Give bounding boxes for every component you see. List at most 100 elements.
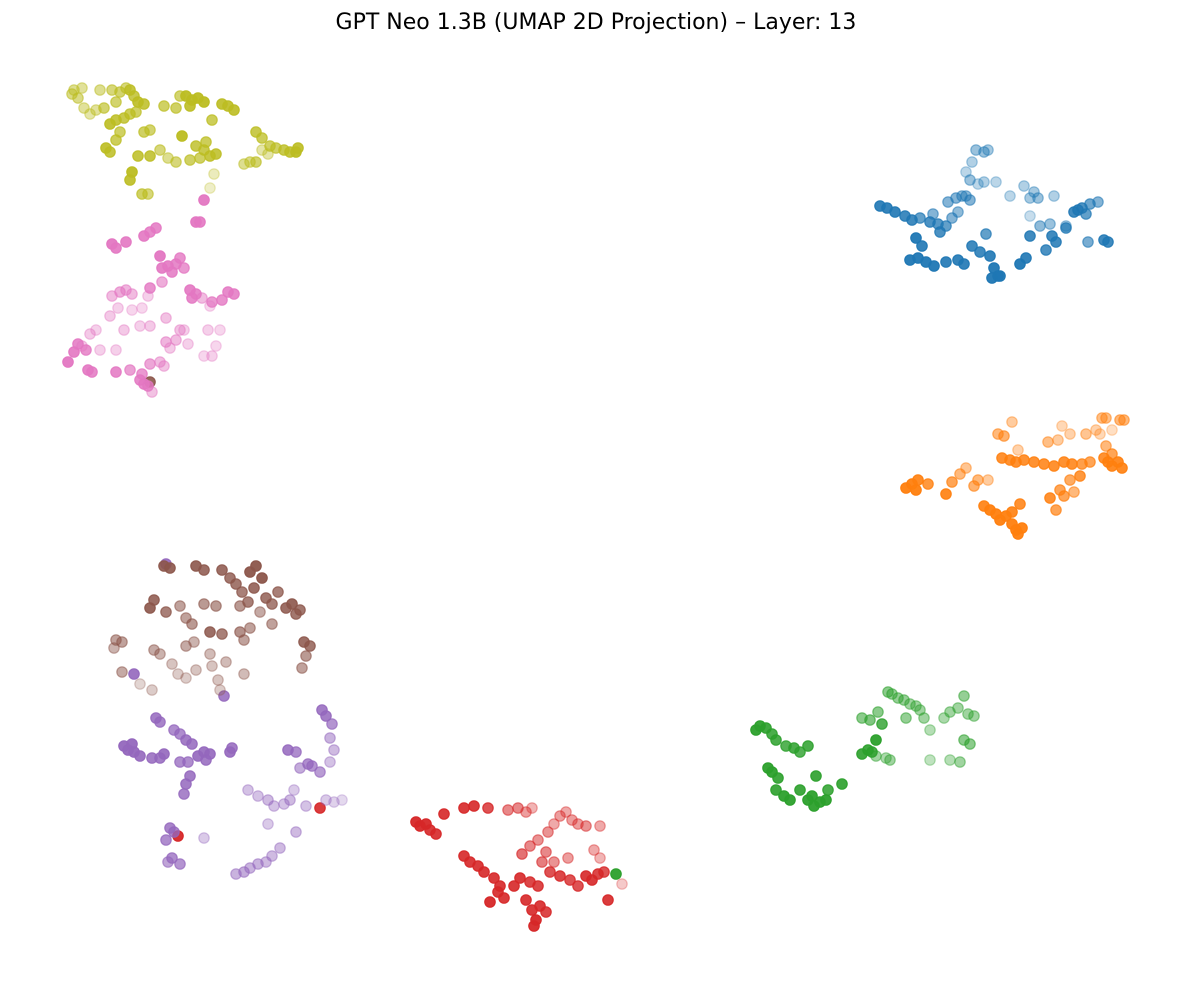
scatter-point (966, 156, 978, 168)
scatter-point (1006, 416, 1018, 428)
scatter-point (1012, 444, 1024, 456)
scatter-point (964, 174, 976, 186)
scatter-point (1068, 486, 1080, 498)
scatter-point (836, 778, 848, 790)
scatter-point (328, 796, 340, 808)
scatter-point (212, 674, 224, 686)
scatter-point (1040, 244, 1052, 256)
scatter-point (314, 802, 326, 814)
scatter-point (210, 600, 222, 612)
scatter-point (198, 96, 210, 108)
scatter-point (1048, 190, 1060, 202)
scatter-point (944, 754, 956, 766)
scatter-point (218, 690, 230, 702)
scatter-point (856, 712, 868, 724)
scatter-point (290, 826, 302, 838)
scatter-point (130, 106, 142, 118)
scatter-point (112, 302, 124, 314)
scatter-point (572, 880, 584, 892)
scatter-point (162, 152, 174, 164)
scatter-point (520, 806, 532, 818)
chart-title: GPT Neo 1.3B (UMAP 2D Projection) – Laye… (335, 10, 857, 35)
scatter-point (927, 208, 939, 220)
scatter-point (502, 804, 514, 816)
scatter-point (294, 762, 306, 774)
scatter-point (1074, 470, 1086, 482)
scatter-point (274, 842, 286, 854)
scatter-series-6 (62, 194, 240, 398)
scatter-point (62, 356, 74, 368)
scatter-point (320, 794, 332, 806)
scatter-point (150, 222, 162, 234)
scatter-point (206, 660, 218, 672)
scatter-point (324, 732, 336, 744)
scatter-point (216, 564, 228, 576)
scatter-point (178, 262, 190, 274)
scatter-point (1056, 420, 1068, 432)
scatter-point (1024, 230, 1036, 242)
scatter-point (286, 598, 298, 610)
scatter-point (922, 478, 934, 490)
scatter-point (238, 634, 250, 646)
scatter-point (234, 600, 246, 612)
scatter-point (200, 136, 212, 148)
scatter-point (174, 90, 186, 102)
scatter-point (216, 628, 228, 640)
scatter-point (1060, 222, 1072, 234)
scatter-point (548, 856, 560, 868)
scatter-point (296, 662, 308, 674)
scatter-point (336, 794, 348, 806)
scatter-point (290, 746, 302, 758)
scatter-point (810, 770, 822, 782)
scatter-point (772, 772, 784, 784)
scatter-point (164, 342, 176, 354)
scatter-point (134, 320, 146, 332)
scatter-series-7 (66, 82, 304, 200)
scatter-point (144, 282, 156, 294)
scatter-point (262, 818, 274, 830)
scatter-point (194, 216, 206, 228)
scatter-point (794, 746, 806, 758)
scatter-point (190, 664, 202, 676)
scatter-point (170, 102, 182, 114)
scatter-point (136, 368, 148, 380)
scatter-point (206, 350, 218, 362)
scatter-point (194, 152, 206, 164)
scatter-point (110, 242, 122, 254)
scatter-series-4 (118, 558, 348, 880)
scatter-point (230, 868, 242, 880)
scatter-point (934, 226, 946, 238)
scatter-point (134, 750, 146, 762)
scatter-point (958, 690, 970, 702)
scatter-point (958, 258, 970, 270)
scatter-point (872, 706, 884, 718)
scatter-point (204, 182, 216, 194)
scatter-point (272, 586, 284, 598)
scatter-point (184, 100, 196, 112)
scatter-point (982, 144, 994, 156)
scatter-point (174, 600, 186, 612)
scatter-point (126, 288, 138, 300)
scatter-point (180, 672, 192, 684)
scatter-series-1 (900, 412, 1130, 540)
scatter-point (94, 344, 106, 356)
scatter-point (536, 856, 548, 868)
scatter-point (198, 598, 210, 610)
scatter-point (954, 756, 966, 768)
scatter-point (262, 794, 274, 806)
scatter-point (114, 126, 126, 138)
scatter-point (126, 304, 138, 316)
scatter-point (162, 856, 174, 868)
scatter-point (1028, 186, 1040, 198)
scatter-point (144, 320, 156, 332)
scatter-point (482, 802, 494, 814)
scatter-point (76, 340, 88, 352)
scatter-point (208, 168, 220, 180)
scatter-point (148, 644, 160, 656)
scatter-point (182, 338, 194, 350)
scatter-point (254, 606, 266, 618)
scatter-point (142, 290, 154, 302)
scatter-point (110, 344, 122, 356)
scatter-point (1092, 196, 1104, 208)
scatter-point (1024, 192, 1036, 204)
